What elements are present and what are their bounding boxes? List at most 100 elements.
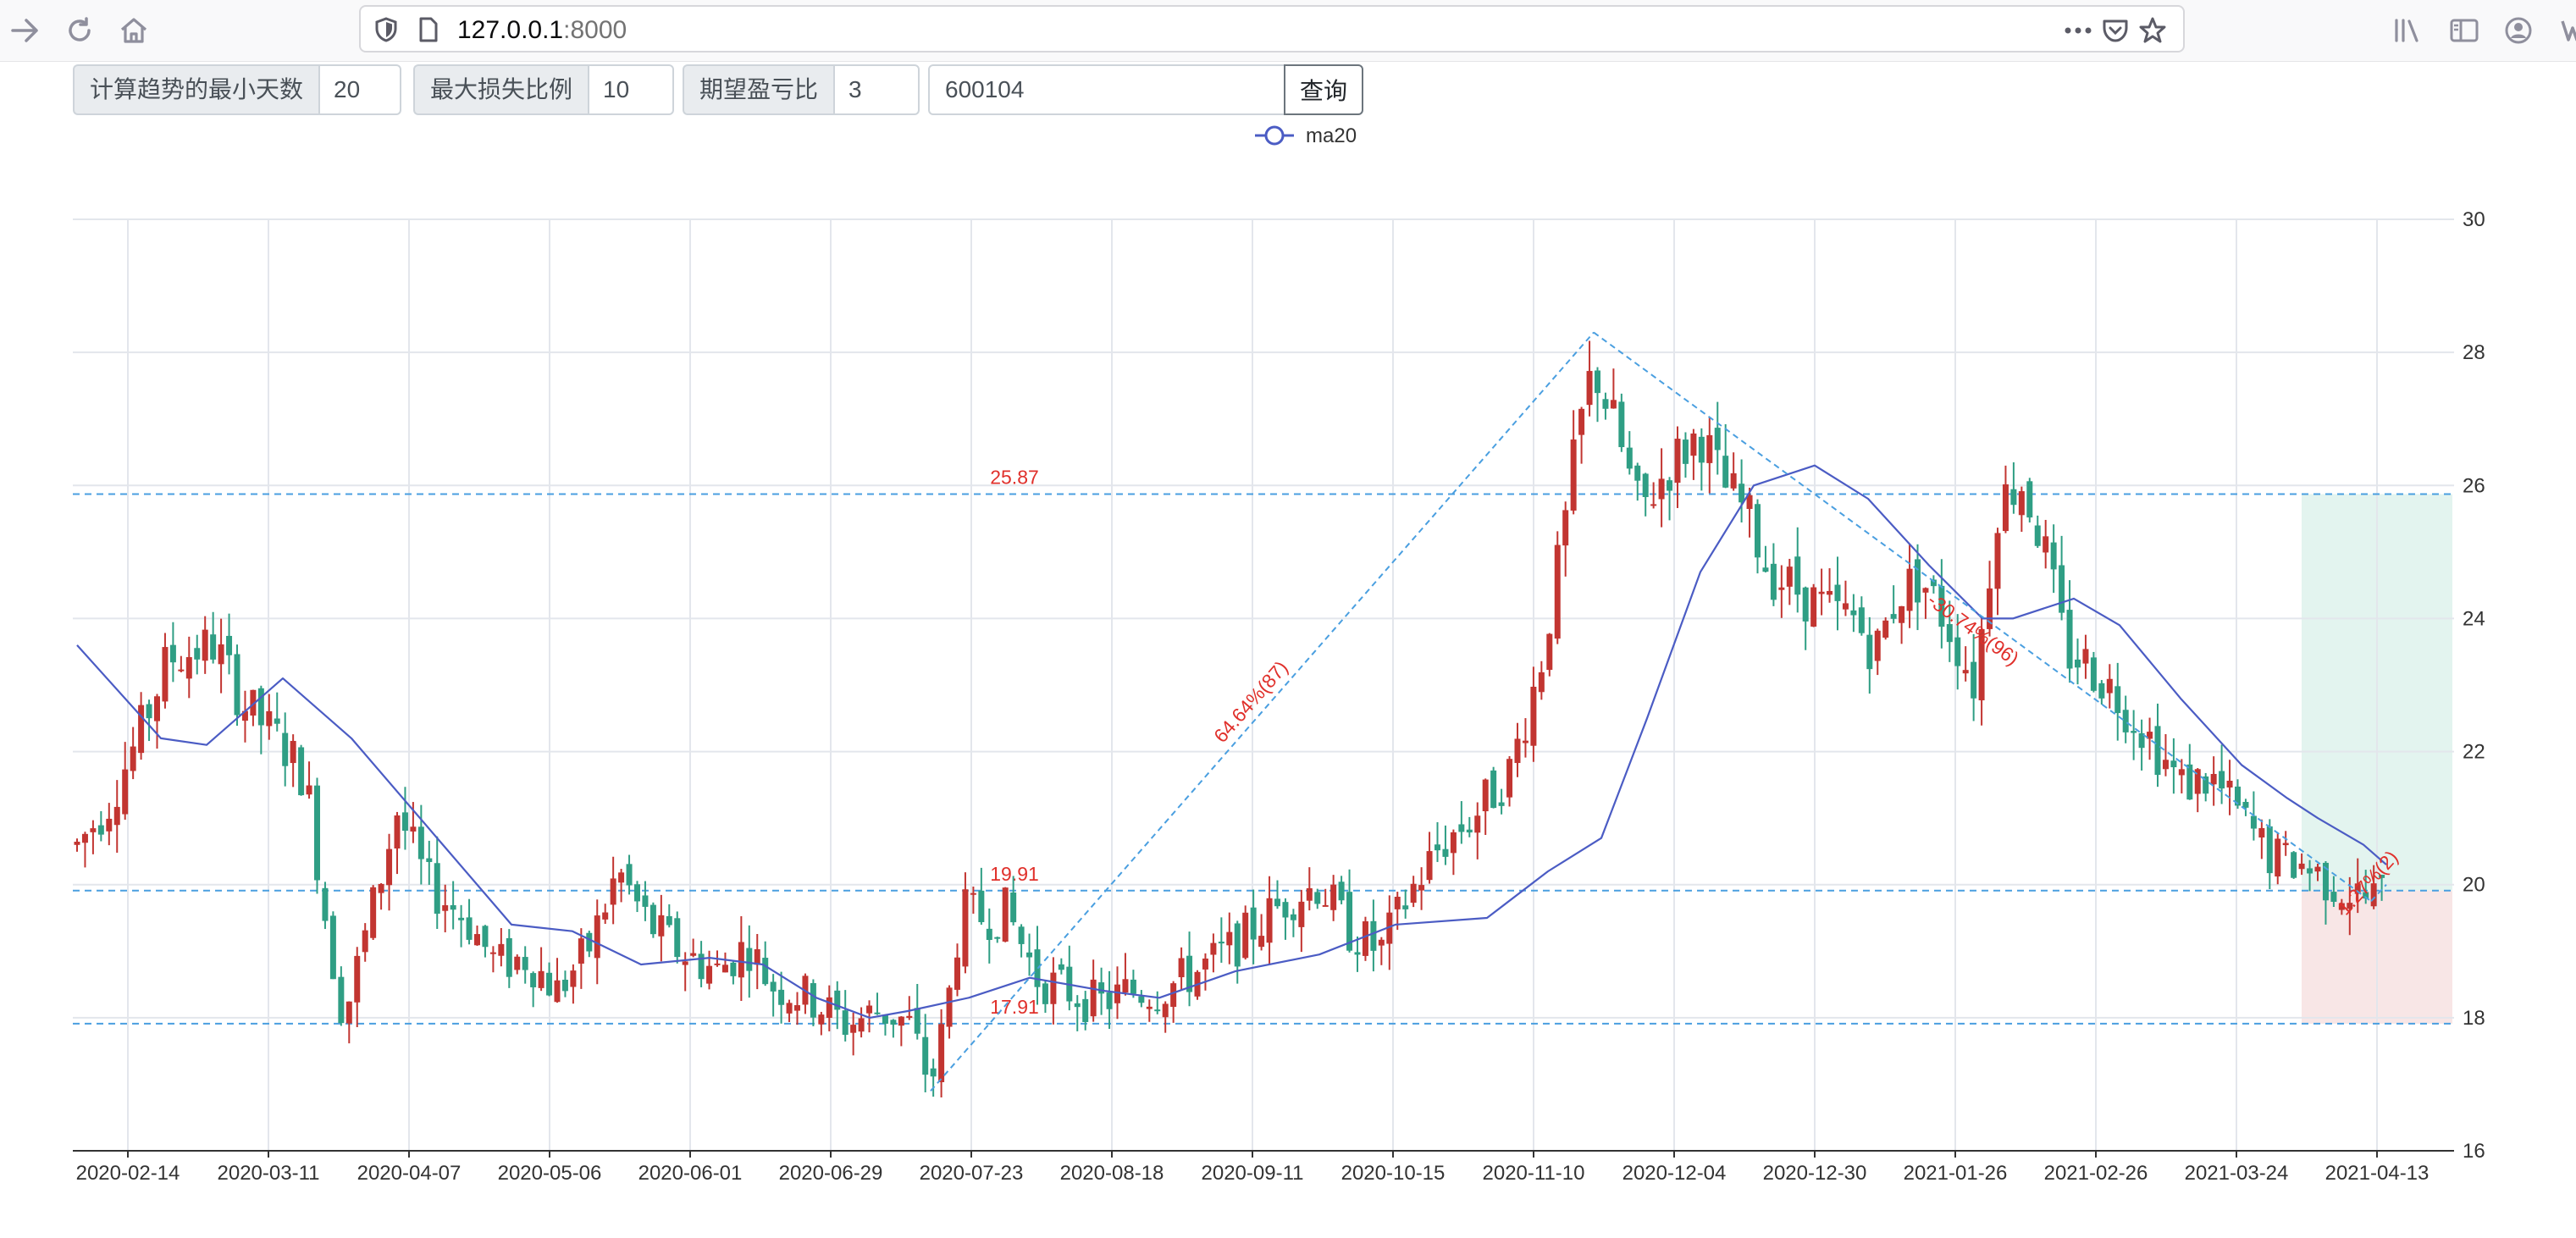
candle-down (882, 1014, 888, 1024)
candle-up (130, 746, 136, 771)
candle-down (2066, 610, 2073, 669)
candle-up (2018, 491, 2025, 516)
candle-down (506, 937, 512, 977)
candle-up (1522, 740, 1528, 743)
max-loss-input[interactable] (588, 64, 675, 115)
candle-up (250, 689, 257, 716)
level-label: 25.87 (990, 467, 1039, 489)
ratio-label: 期望盈亏比 (683, 64, 834, 115)
candle-down (2363, 892, 2369, 899)
candle-down (978, 890, 985, 922)
candle-down (458, 917, 465, 920)
candle-down (1946, 624, 1953, 643)
candle-up (442, 905, 449, 911)
y-tick-label: 20 (2463, 874, 2485, 897)
candles-layer (74, 340, 2385, 1098)
candlestick-chart[interactable]: 25.87 19.91 17.91 64.64%(87)-30.74%(96)1.2… (0, 119, 2576, 1238)
candle-up (866, 1005, 873, 1014)
reload-icon[interactable] (59, 10, 100, 51)
candle-up (1162, 1003, 1169, 1018)
home-icon[interactable] (113, 10, 154, 51)
x-tick-label: 2020-08-18 (1060, 1162, 1164, 1185)
candle-down (2291, 852, 2297, 878)
candle-down (1010, 892, 1017, 923)
candle-down (1106, 992, 1113, 1009)
query-button[interactable]: 查询 (1284, 64, 1363, 115)
candle-down (1667, 480, 1673, 491)
candle-up (1810, 587, 1817, 627)
candle-up (2338, 903, 2345, 910)
more-actions-icon[interactable] (2063, 15, 2093, 46)
candle-up (786, 1003, 793, 1014)
candle-down (1058, 964, 1064, 970)
library-icon[interactable] (2393, 15, 2424, 46)
candle-down (1618, 401, 1625, 448)
url-bar[interactable]: 127.0.0.1:8000 (359, 5, 2185, 53)
candle-down (2059, 565, 2065, 613)
candle-down (1218, 942, 1224, 944)
candle-up (218, 644, 224, 665)
candle-down (986, 928, 992, 940)
legend[interactable]: ma20 (1255, 124, 1357, 147)
candle-down (466, 917, 473, 940)
candle-down (1234, 923, 1241, 967)
candle-up (2178, 769, 2185, 776)
page-icon (418, 17, 439, 42)
candle-up (1506, 759, 1513, 798)
bookmark-star-icon[interactable] (2137, 15, 2168, 46)
candle-down (842, 1010, 849, 1036)
candle-down (2122, 710, 2129, 732)
candle-up (2258, 827, 2265, 838)
candle-up (946, 987, 953, 1027)
candle-down (1074, 1003, 1081, 1008)
pocket-icon[interactable] (2100, 15, 2131, 46)
candle-down (561, 979, 568, 992)
candle-up (594, 915, 600, 959)
stock-code-input[interactable] (928, 64, 1285, 115)
candle-up (754, 948, 760, 965)
candle-down (314, 785, 320, 881)
min-days-input[interactable] (318, 64, 402, 115)
candle-up (1306, 887, 1313, 901)
candle-up (378, 883, 384, 893)
y-tick-label: 16 (2463, 1140, 2485, 1163)
candle-up (2162, 760, 2169, 770)
x-tick-label: 2020-02-14 (76, 1162, 180, 1185)
x-tick-label: 2020-12-30 (1763, 1162, 1867, 1185)
shield-icon[interactable] (374, 17, 398, 42)
candle-down (1634, 465, 1641, 481)
candle-down (1274, 898, 1280, 907)
candle-down (1802, 587, 1809, 622)
candle-up (1450, 832, 1457, 854)
sidebar-icon[interactable] (2449, 15, 2479, 46)
account-icon[interactable] (2503, 15, 2534, 46)
ratio-input[interactable] (833, 64, 920, 115)
candle-down (1850, 610, 1857, 616)
candle-down (650, 904, 656, 935)
candle-down (1282, 902, 1289, 918)
candle-down (257, 688, 264, 726)
candle-up (850, 1025, 857, 1033)
x-tick-label: 2020-12-04 (1622, 1162, 1727, 1185)
candle-down (2266, 826, 2273, 874)
candle-down (2242, 802, 2249, 808)
candle-down (634, 884, 640, 902)
candle-down (2186, 764, 2193, 800)
candle-up (1746, 495, 1753, 510)
candle-down (922, 1036, 929, 1075)
url-text[interactable]: 127.0.0.1:8000 (457, 15, 627, 46)
candle-up (570, 970, 577, 987)
candle-down (2154, 726, 2161, 776)
candle-up (2226, 780, 2233, 788)
x-tick-label: 2020-05-06 (498, 1162, 602, 1185)
candle-down (530, 973, 537, 987)
candle-down (1971, 661, 1977, 699)
back-icon[interactable] (5, 10, 46, 51)
candle-up (202, 629, 208, 661)
candle-up (898, 1016, 904, 1026)
candle-down (1722, 456, 1729, 488)
candle-down (1642, 473, 1649, 498)
extension-icon[interactable] (2556, 15, 2576, 46)
candle-down (914, 1008, 920, 1034)
candle-up (1674, 439, 1681, 484)
